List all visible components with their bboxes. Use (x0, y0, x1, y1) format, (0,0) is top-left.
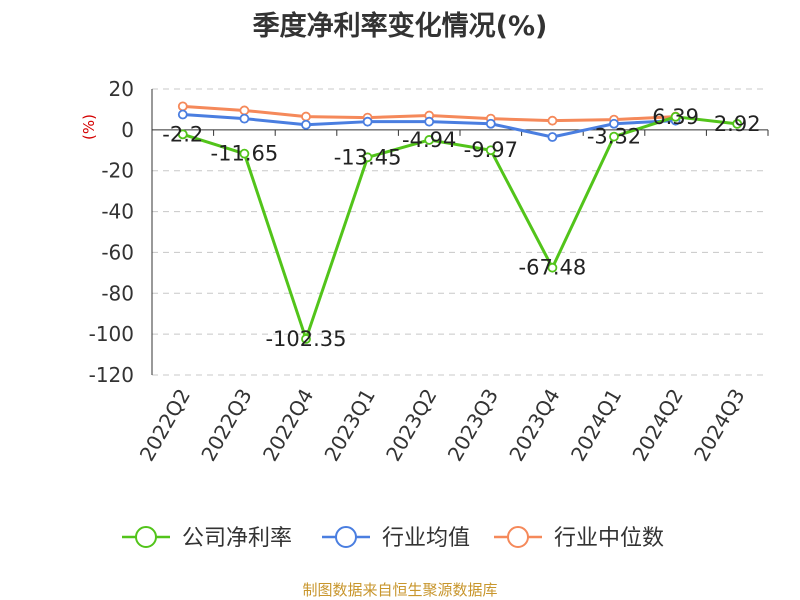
data-point (547, 132, 558, 142)
grid-layer (152, 88, 768, 376)
data-point (424, 116, 435, 127)
legend: 公司净利率 行业均值 行业中位数 (122, 526, 664, 551)
data-label: 2.92 (714, 112, 761, 136)
data-label: -13.45 (334, 145, 402, 169)
data-point (609, 118, 619, 129)
data-label: -9.97 (464, 138, 518, 162)
data-label: -3.32 (587, 125, 641, 149)
x-tick-label: 2024Q1 (566, 385, 626, 466)
y-axis-unit-label: (%) (80, 114, 98, 140)
x-tick-label: 2022Q3 (196, 385, 256, 466)
data-point (609, 131, 619, 142)
data-point (301, 334, 311, 344)
data-point (177, 129, 188, 140)
data-label: -4.94 (402, 128, 456, 152)
data-point (362, 116, 373, 127)
x-tick-label: 2024Q2 (627, 385, 687, 466)
data-label: -67.48 (519, 256, 587, 280)
x-tick-label: 2023Q3 (443, 385, 503, 466)
y-tick-label: 0 (121, 118, 134, 142)
data-point (239, 105, 250, 116)
data-point (485, 118, 496, 129)
y-tick-label: -60 (101, 240, 134, 264)
data-label-layer: -2.2 -11.65 -102.35 -13.45-4.94 -9.97 -67.48 -… (162, 105, 760, 351)
x-tick-label: 2022Q4 (258, 385, 318, 466)
series-line (182, 115, 738, 341)
data-label: 6.39 (652, 105, 699, 129)
legend-label: 行业中位数 (554, 526, 664, 551)
x-tick-label: 2023Q4 (504, 385, 564, 466)
y-tick-label: -120 (89, 363, 134, 387)
legend-marker (335, 526, 357, 548)
data-point (301, 111, 311, 122)
data-point (301, 119, 311, 130)
data-point (239, 113, 250, 124)
data-label: -2.2 (162, 122, 203, 146)
data-point (547, 115, 558, 126)
x-tick-label: 2024Q3 (689, 385, 749, 466)
data-point (547, 262, 558, 273)
data-point (424, 135, 435, 145)
legend-marker (135, 526, 157, 548)
x-tick-label: 2022Q2 (135, 385, 195, 466)
data-point (485, 145, 496, 156)
data-point (177, 101, 188, 112)
x-tick-label: 2023Q1 (319, 385, 379, 466)
data-label: -102.35 (265, 327, 346, 351)
data-label: -11.65 (211, 142, 279, 166)
series-layer (177, 101, 743, 344)
y-tick-label: 20 (109, 77, 134, 101)
data-point (177, 109, 188, 120)
legend-label: 公司净利率 (182, 526, 292, 551)
legend-marker (507, 526, 529, 548)
y-tick-label: -80 (101, 281, 134, 305)
data-point (732, 118, 743, 129)
chart-title: 季度净利率变化情况(%) (252, 11, 548, 42)
source-note: 制图数据来自恒生聚源数据库 (302, 581, 498, 599)
y-tick-label: -40 (101, 200, 134, 224)
y-tick-label: -20 (101, 159, 134, 183)
data-point (670, 111, 681, 122)
x-tick-label: 2023Q2 (381, 385, 441, 466)
legend-label: 行业均值 (382, 526, 470, 551)
data-point (239, 148, 250, 159)
y-tick-label: -100 (89, 322, 134, 346)
data-point (362, 152, 373, 163)
